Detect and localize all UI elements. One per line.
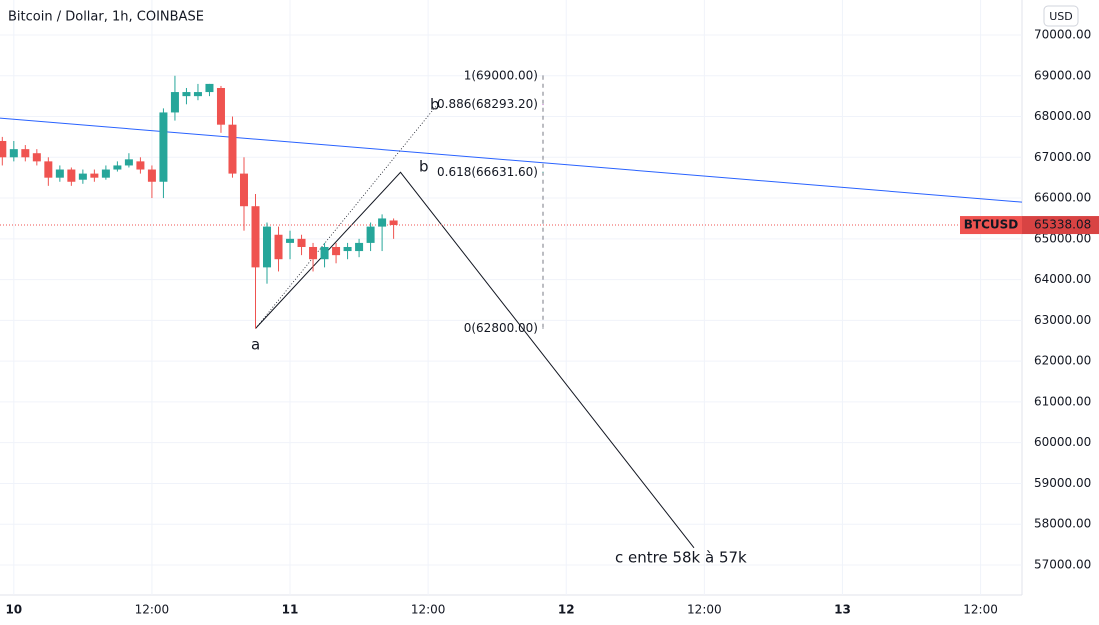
fib-label: 0(62800.00)	[464, 321, 538, 335]
candle-body	[343, 246, 352, 252]
annotation: b	[419, 158, 429, 176]
candle-body	[182, 92, 191, 97]
fib-label: 1(69000.00)	[464, 68, 538, 82]
annotation: b	[430, 96, 440, 114]
candle-body	[355, 242, 364, 252]
candles	[0, 75, 398, 329]
candle-body	[274, 234, 283, 260]
y-tick-label: 66000.00	[1034, 191, 1091, 205]
labels: 57000.00 58000.00 59000.00 60000.00 61000.00…	[5, 27, 1099, 617]
candle-body	[309, 246, 318, 260]
y-tick-label: 58000.00	[1034, 517, 1091, 531]
trendline	[0, 117, 1023, 203]
candle-body	[159, 112, 168, 182]
x-tick-label: 12:00	[411, 603, 446, 617]
y-tick-label: 70000.00	[1034, 27, 1091, 41]
annotation: c entre 58k à 57k	[615, 549, 747, 567]
x-tick-label: 12:00	[687, 603, 722, 617]
candle-body	[297, 238, 306, 247]
wave-path	[255, 171, 695, 549]
y-tick-label: 63000.00	[1034, 313, 1091, 327]
candle-body	[239, 173, 248, 207]
candle-body	[320, 246, 329, 260]
y-tick-label: 65000.00	[1034, 231, 1091, 245]
last-price-box	[1022, 216, 1099, 235]
candle-body	[389, 220, 398, 226]
candle-body	[101, 169, 110, 178]
candle-body	[136, 161, 145, 170]
fib-label: 0.886(68293.20)	[437, 97, 538, 111]
candle-body	[263, 226, 272, 268]
candle-body	[332, 246, 341, 256]
candle-body	[55, 169, 64, 178]
candle-body	[286, 238, 295, 243]
candle-body	[78, 173, 87, 180]
chart-title: Bitcoin / Dollar, 1h, COINBASE	[8, 10, 204, 25]
candle-body	[90, 173, 99, 178]
candle-body	[67, 169, 76, 182]
x-tick-label: 12:00	[135, 603, 170, 617]
drawings	[0, 75, 1023, 549]
candle-body	[378, 218, 387, 227]
x-tick-label: 12	[558, 603, 575, 617]
fib-label: 0.618(66631.60)	[437, 165, 538, 179]
y-tick-label: 64000.00	[1034, 272, 1091, 286]
candle-body	[216, 87, 225, 125]
currency-box[interactable]	[1043, 5, 1079, 27]
candle-body	[205, 83, 214, 93]
candle-body	[113, 165, 122, 170]
y-tick-label: 69000.00	[1034, 68, 1091, 82]
y-tick-label: 60000.00	[1034, 435, 1091, 449]
candle-body	[0, 140, 7, 158]
candle-body	[32, 153, 41, 162]
y-tick-label: 67000.00	[1034, 150, 1091, 164]
dotted-path	[255, 104, 438, 329]
candle-body	[366, 226, 375, 243]
y-tick-label: 57000.00	[1034, 557, 1091, 571]
y-tick-label: 59000.00	[1034, 476, 1091, 490]
last-price-label: 65338.08	[1034, 218, 1091, 232]
x-tick-label: 12:00	[963, 603, 998, 617]
candle-body	[251, 206, 260, 268]
candle-body	[124, 159, 133, 166]
currency[interactable]: USD	[1049, 10, 1073, 23]
y-tick-label: 62000.00	[1034, 354, 1091, 368]
candle-body	[21, 149, 30, 158]
x-tick-label: 11	[282, 603, 299, 617]
fib-level	[542, 171, 544, 173]
x-tick-label: 10	[5, 603, 22, 617]
x-tick-label: 13	[834, 603, 851, 617]
fib-level	[542, 75, 544, 77]
last-price-tag	[960, 216, 1022, 235]
candle-body	[44, 161, 53, 178]
y-tick-label: 68000.00	[1034, 109, 1091, 123]
fib-level	[542, 104, 544, 106]
grid	[0, 0, 1022, 595]
candle-body	[170, 92, 179, 113]
candle-body	[147, 169, 156, 182]
candle-body	[193, 92, 202, 97]
annotation: a	[251, 336, 260, 354]
y-tick-label: 61000.00	[1034, 394, 1091, 408]
last-price-name: BTCUSD	[964, 218, 1019, 232]
candle-body	[9, 149, 18, 158]
fib-level	[542, 328, 544, 330]
candle-body	[228, 124, 237, 174]
